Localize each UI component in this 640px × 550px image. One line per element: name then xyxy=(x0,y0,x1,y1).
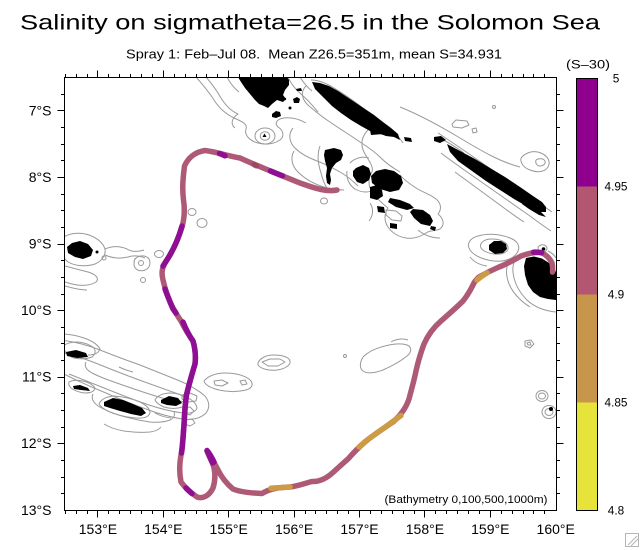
svg-text:Spray 1: Feb–Jul 08. Mean Z26: Spray 1: Feb–Jul 08. Mean Z26.5=351m, me… xyxy=(126,48,502,62)
svg-text:159°E: 159°E xyxy=(471,521,509,537)
svg-text:4.95: 4.95 xyxy=(605,180,628,194)
svg-text:158°E: 158°E xyxy=(406,521,444,537)
svg-text:160°E: 160°E xyxy=(537,521,575,537)
svg-text:12°S: 12°S xyxy=(21,435,52,451)
svg-text:8°S: 8°S xyxy=(29,169,52,185)
svg-text:10°S: 10°S xyxy=(21,302,52,318)
svg-text:4.9: 4.9 xyxy=(608,288,624,302)
svg-text:4.8: 4.8 xyxy=(608,504,625,518)
svg-text:Salinity on sigmatheta=26.5 in: Salinity on sigmatheta=26.5 in the Solom… xyxy=(20,12,600,35)
svg-text:11°S: 11°S xyxy=(22,369,51,385)
svg-text:(S–30): (S–30) xyxy=(566,58,610,72)
svg-text:7°S: 7°S xyxy=(29,102,52,118)
svg-text:5: 5 xyxy=(613,72,620,86)
svg-text:154°E: 154°E xyxy=(144,521,182,537)
svg-text:157°E: 157°E xyxy=(340,521,378,537)
svg-text:153°E: 153°E xyxy=(79,521,117,537)
svg-text:(Bathymetry 0,100,500,1000m): (Bathymetry 0,100,500,1000m) xyxy=(385,494,548,506)
svg-text:13°S: 13°S xyxy=(21,502,52,518)
svg-text:9°S: 9°S xyxy=(29,236,52,252)
svg-text:156°E: 156°E xyxy=(275,521,313,537)
svg-text:4.85: 4.85 xyxy=(605,396,628,410)
svg-text:155°E: 155°E xyxy=(210,521,248,537)
